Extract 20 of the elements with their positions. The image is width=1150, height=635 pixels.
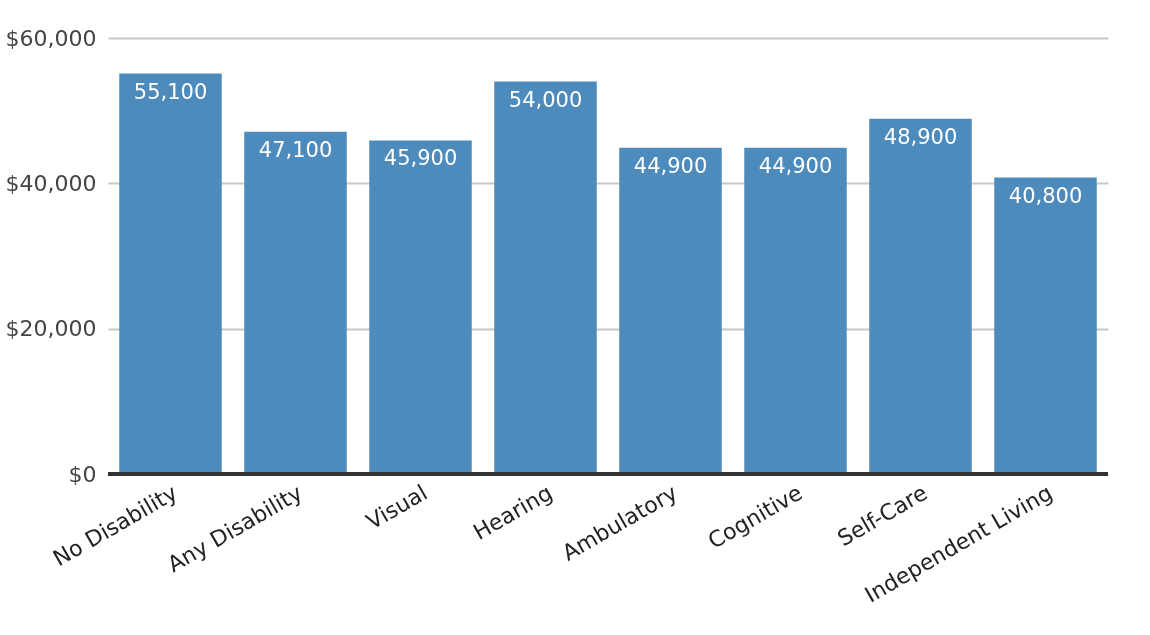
bar: [494, 81, 597, 474]
y-tick-label: $20,000: [5, 316, 97, 342]
data-label: 40,800: [1008, 183, 1083, 208]
bar: [244, 131, 347, 474]
bar: [369, 140, 472, 474]
data-label: 48,900: [883, 124, 958, 149]
data-label: 45,900: [383, 146, 458, 171]
data-label: 47,100: [258, 137, 333, 162]
y-tick-label: $0: [68, 461, 97, 487]
y-tick-label: $60,000: [5, 25, 97, 51]
data-label: 44,900: [758, 153, 833, 178]
bar: [619, 147, 722, 474]
data-label: 44,900: [633, 153, 708, 178]
data-label: 54,000: [508, 87, 583, 112]
data-label: 55,100: [133, 79, 208, 104]
bar: [119, 73, 222, 474]
bar: [994, 177, 1097, 474]
bar: [869, 118, 972, 474]
bar: [744, 147, 847, 474]
y-tick-label: $40,000: [5, 170, 97, 196]
